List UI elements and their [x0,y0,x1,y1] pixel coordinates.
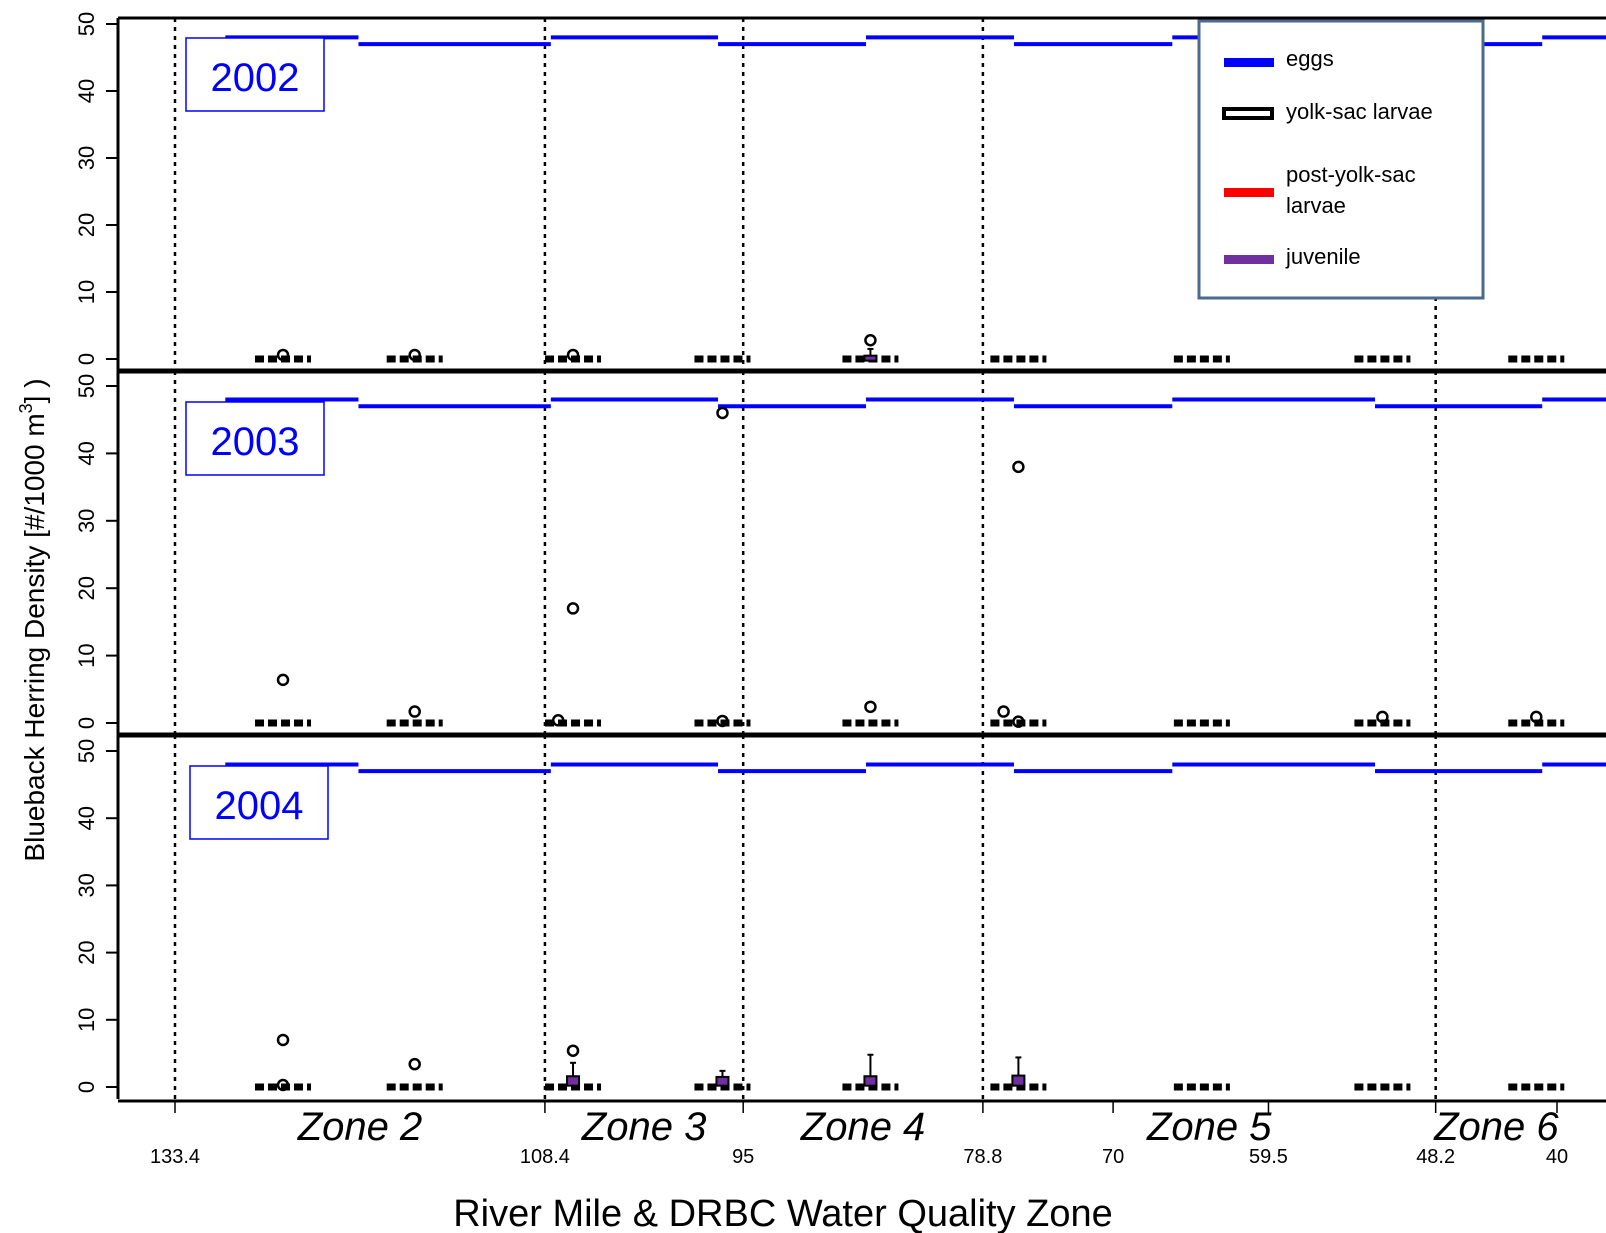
outlier-point [864,333,877,347]
juvenile-box [863,1075,878,1087]
outlier-point [1012,715,1025,728]
legend-swatch [1224,58,1274,67]
y-tick-label: 20 [74,213,99,237]
outlier-point [864,700,877,714]
legend-swatch [1224,188,1274,197]
x-tick-label: 95 [732,1146,754,1168]
outlier-point [716,714,729,728]
x-axis-label: River Mile & DRBC Water Quality Zone [453,1193,1113,1233]
zone-label: Zone 3 [581,1105,707,1149]
y-tick-label: 10 [74,643,99,667]
outlier-point [1376,710,1389,724]
y-axis-label: Blueback Herring Density [#/1000 m3] ) [16,378,50,861]
outlier-point [551,714,565,727]
outlier-point [1012,460,1025,474]
legend: eggs yolk-sac larvae post-yolk-sac larvae ju… [1197,19,1485,300]
zone-label: Zone 4 [800,1105,926,1149]
outlier-point [716,406,729,420]
y-axis-label-tail: ] ) [19,378,50,403]
y-axis-label-main: Blueback Herring Density [#/1000 m [19,413,50,861]
outlier-point [276,348,290,362]
outlier-point [276,673,290,687]
x-tick-label: 59.5 [1249,1146,1288,1168]
legend-label-line: post-yolk-sac [1286,162,1416,187]
x-tick-label: 40 [1546,1146,1568,1168]
zone-label: Zone 6 [1433,1105,1559,1149]
outlier-point [566,1044,580,1057]
x-tick-label: 48.2 [1416,1146,1455,1168]
y-tick-label: 40 [74,79,99,103]
panel-2002: 0 10 20 30 40 50 2002 [74,12,1606,371]
legend-box [1197,19,1485,300]
legend-swatch [1224,255,1274,264]
year-label-box [189,765,329,840]
y-tick-label: 20 [74,576,99,600]
panel-2003: 0 10 20 30 40 50 2003 [74,371,1606,735]
y-tick-label: 50 [74,374,99,398]
legend-label: yolk-sac larvae [1286,99,1433,124]
x-tick-label: 70 [1102,1146,1124,1168]
legend-label: post-yolk-sac larvae [1286,162,1416,218]
y-tick-label: 50 [74,739,99,763]
year-label: 2002 [211,56,300,100]
x-axis: 133.4 108.4 95 78.8 70 59.5 48.2 40 Zone 2 Zone 3… [118,1099,1606,1168]
outlier-point [408,1057,421,1071]
panel-2004: 0 10 20 30 40 50 2004 [74,735,1606,1099]
legend-label-line: larvae [1286,193,1346,218]
y-tick-label: 0 [74,1081,99,1093]
y-tick-label: 0 [74,717,99,729]
juvenile-box [863,354,878,362]
x-tick-label: 133.4 [150,1146,200,1168]
y-tick-label: 40 [74,441,99,465]
outlier-point [1530,710,1543,724]
y-tick-label: 30 [74,146,99,170]
juvenile-box [715,1075,730,1087]
y-tick-label: 0 [74,353,99,365]
legend-swatch [1222,107,1274,120]
juvenile-box [1011,1074,1026,1087]
y-axis-label-superscript: 3 [16,403,36,413]
panels-group: 0 10 20 30 40 50 2002 0 10 20 30 40 50 2003 0 10 20 30 40 5… [74,12,1606,1099]
outlier-point [408,348,421,362]
outlier-point [276,1033,290,1047]
juvenile-box [566,1075,581,1087]
zone-label: Zone 2 [297,1105,423,1149]
x-tick-label: 108.4 [520,1146,570,1168]
y-tick-label: 10 [74,280,99,304]
legend-label: juvenile [1285,244,1361,269]
y-tick-label: 10 [74,1008,99,1032]
outlier-point [566,348,580,362]
year-label: 2004 [215,784,304,828]
year-label: 2003 [211,420,300,464]
y-tick-label: 30 [74,873,99,897]
outlier-point [276,1078,290,1092]
year-label-box [185,401,325,476]
y-tick-label: 40 [74,806,99,830]
x-tick-label: 78.8 [963,1146,1002,1168]
y-tick-label: 30 [74,509,99,533]
outlier-point [566,602,580,615]
year-label-box [185,37,325,112]
zone-label: Zone 5 [1146,1105,1272,1149]
y-tick-label: 20 [74,940,99,964]
outlier-point [997,705,1010,718]
y-tick-label: 50 [74,12,99,36]
outlier-point [408,705,421,718]
legend-label: eggs [1286,46,1334,71]
